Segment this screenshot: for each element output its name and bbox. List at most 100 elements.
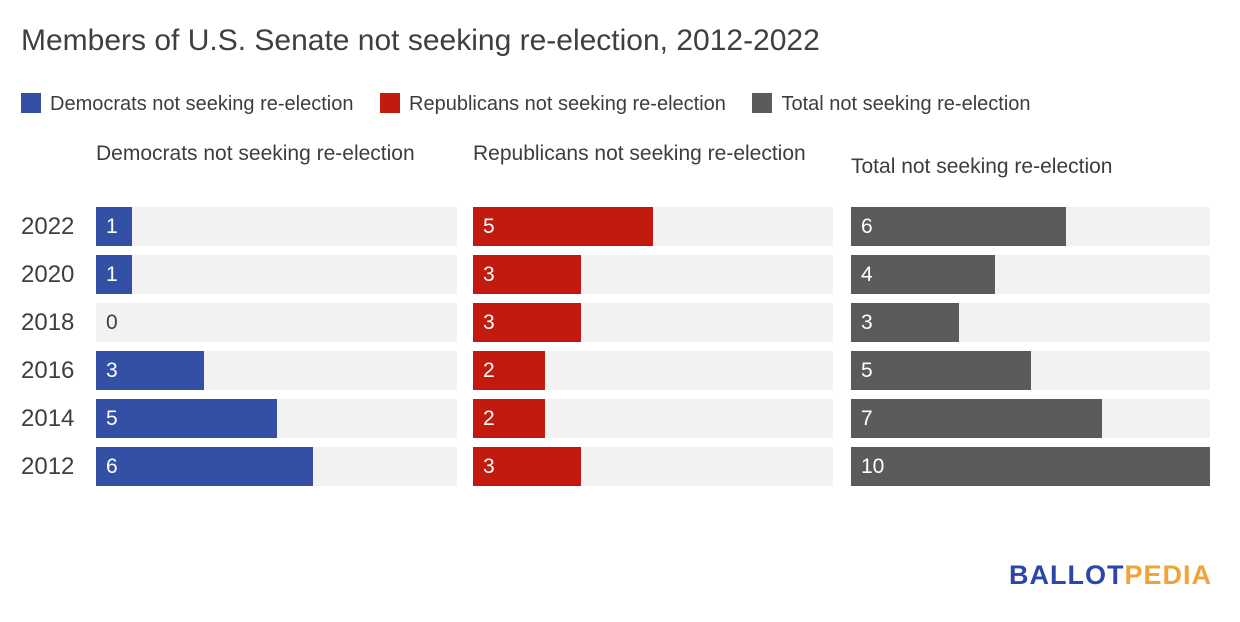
legend-item-label: Republicans not seeking re-election: [409, 93, 726, 115]
bar-track: 3: [473, 255, 833, 294]
bar-track: 3: [473, 303, 833, 342]
bar-cell-total: 5: [851, 351, 1210, 390]
year-label: 2020: [21, 260, 75, 288]
bar-total: [851, 303, 959, 342]
bar-cell-total: 3: [851, 303, 1210, 342]
legend-swatch-icon: [21, 93, 41, 113]
table-row: 2012 6 3 10: [21, 447, 1240, 486]
logo-text-pedia: PEDIA: [1124, 560, 1212, 590]
bar-track: 3: [96, 351, 457, 390]
bar-track: 5: [851, 351, 1210, 390]
bar-value-label: 0: [106, 310, 118, 334]
bar-value-label: 3: [106, 358, 118, 382]
bar-republicans: [473, 351, 545, 390]
bar-value-label: 2: [483, 358, 495, 382]
bar-value-label: 4: [861, 262, 873, 286]
legend-item: Republicans not seeking re-election: [380, 93, 726, 115]
year-label: 2016: [21, 356, 75, 384]
bar-track: 6: [851, 207, 1210, 246]
bar-republicans: [473, 447, 581, 486]
bar-track: 3: [851, 303, 1210, 342]
bar-track: 3: [473, 447, 833, 486]
bar-cell-republicans: 3: [473, 447, 851, 486]
bar-track: 10: [851, 447, 1210, 486]
bar-cell-total: 10: [851, 447, 1210, 486]
year-label: 2018: [21, 308, 75, 336]
bar-cell-democrats: 5: [96, 399, 473, 438]
bar-cell-republicans: 2: [473, 351, 851, 390]
bar-value-label: 3: [861, 310, 873, 334]
bar-value-label: 7: [861, 406, 873, 430]
bar-democrats: [96, 447, 313, 486]
bar-cell-democrats: 6: [96, 447, 473, 486]
year-label: 2012: [21, 452, 75, 480]
year-label: 2014: [21, 404, 75, 432]
bar-track: 5: [96, 399, 457, 438]
table-row: 2018 0 3 3: [21, 303, 1240, 342]
page-title: Members of U.S. Senate not seeking re-el…: [21, 24, 820, 57]
column-header-total: Total not seeking re-election: [851, 155, 1113, 178]
ballotpedia-logo: BALLOTPEDIA: [1009, 560, 1212, 591]
column-headers: Democrats not seeking re-election Republ…: [21, 141, 1240, 193]
bar-track: 7: [851, 399, 1210, 438]
bar-cell-total: 4: [851, 255, 1210, 294]
bar-value-label: 2: [483, 406, 495, 430]
bar-democrats: [96, 399, 277, 438]
bar-value-label: 3: [483, 310, 495, 334]
legend: Democrats not seeking re-election Republ…: [21, 88, 1151, 121]
bar-cell-republicans: 5: [473, 207, 851, 246]
bar-cell-democrats: 1: [96, 207, 473, 246]
bar-republicans: [473, 207, 653, 246]
bar-democrats: [96, 255, 133, 294]
legend-swatch-icon: [380, 93, 401, 113]
bar-total: [851, 255, 995, 294]
bar-total: [851, 447, 1210, 486]
bar-cell-republicans: 3: [473, 303, 851, 342]
table-row: 2016 3 2 5: [21, 351, 1240, 390]
bar-track: 1: [96, 207, 457, 246]
bar-value-label: 10: [861, 454, 885, 478]
bar-value-label: 3: [483, 454, 495, 478]
legend-swatch-icon: [752, 93, 773, 113]
legend-item: Democrats not seeking re-election: [21, 93, 353, 115]
bar-value-label: 5: [483, 214, 495, 238]
bar-value-label: 5: [861, 358, 873, 382]
bar-value-label: 1: [106, 262, 118, 286]
bar-total: [851, 207, 1067, 246]
bar-cell-democrats: 1: [96, 255, 473, 294]
bar-cell-democrats: 3: [96, 351, 473, 390]
bar-cell-republicans: 2: [473, 399, 851, 438]
bar-value-label: 1: [106, 214, 118, 238]
legend-item-label: Democrats not seeking re-election: [50, 93, 354, 115]
table-row: 2014 5 2 7: [21, 399, 1240, 438]
bar-track: 1: [96, 255, 457, 294]
bar-track: 2: [473, 351, 833, 390]
bar-republicans: [473, 303, 581, 342]
bar-democrats: [96, 207, 133, 246]
table-row: 2022 1 5 6: [21, 207, 1240, 246]
bar-republicans: [473, 399, 545, 438]
bar-value-label: 5: [106, 406, 118, 430]
bar-republicans: [473, 255, 581, 294]
bar-chart-rows: 2022 1 5 6 2020 1 3 4 2018 0 3 3 2016 3 2 5 2014 5 2 7 2012 6…: [21, 207, 1240, 486]
bar-track: 5: [473, 207, 833, 246]
bar-cell-total: 7: [851, 399, 1210, 438]
column-header-democrats: Democrats not seeking re-election: [96, 142, 415, 165]
bar-track: 0: [96, 303, 457, 342]
bar-value-label: 3: [483, 262, 495, 286]
bar-track: 2: [473, 399, 833, 438]
bar-democrats: [96, 351, 205, 390]
bar-cell-total: 6: [851, 207, 1210, 246]
column-header-republicans: Republicans not seeking re-election: [473, 142, 806, 165]
bar-cell-republicans: 3: [473, 255, 851, 294]
bar-value-label: 6: [106, 454, 118, 478]
year-label: 2022: [21, 212, 75, 240]
bar-track: 6: [96, 447, 457, 486]
bar-track: 4: [851, 255, 1210, 294]
bar-total: [851, 399, 1103, 438]
bar-cell-democrats: 0: [96, 303, 473, 342]
table-row: 2020 1 3 4: [21, 255, 1240, 294]
header-spacer: [21, 141, 96, 193]
logo-text-ballot: BALLOT: [1008, 560, 1125, 590]
